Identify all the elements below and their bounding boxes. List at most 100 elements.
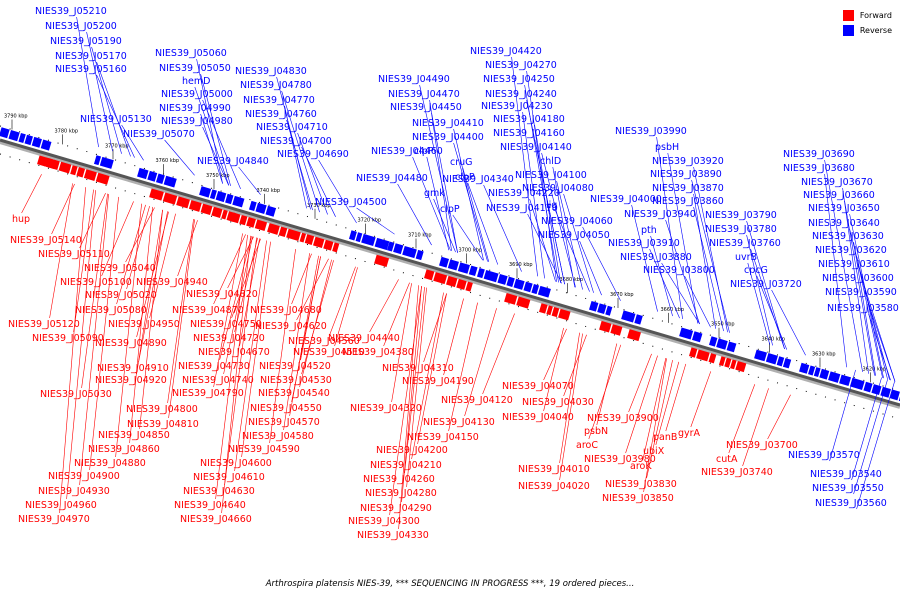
forward-leader-line: [559, 333, 583, 481]
forward-leader-line: [136, 209, 163, 375]
reverse-gene-label: NIES39_J03600: [822, 273, 894, 284]
forward-gene-block: [149, 188, 164, 201]
reverse-leader-line: [667, 152, 699, 324]
forward-gene-label: NIES39_J05040: [84, 263, 156, 274]
forward-gene-label: NIES39_J04550: [250, 403, 322, 414]
forward-gene-label: NIES39_J05030: [40, 389, 112, 400]
reverse-leader-line: [96, 61, 131, 157]
reverse-gene-label: NIES39_J04490: [378, 74, 450, 85]
reverse-gene-label: psbH: [655, 142, 679, 153]
forward-gene-label: NIES39_J03850: [602, 493, 674, 504]
reverse-gene-block: [457, 262, 470, 274]
reverse-gene-label: NIES39_J05160: [55, 64, 127, 75]
reverse-leader-line: [750, 248, 785, 350]
reverse-gene-label: NIES39_J04980: [161, 116, 233, 127]
scale-tick-label: 3750 kbp: [206, 173, 230, 179]
forward-leader-line: [646, 359, 673, 479]
legend-reverse-label: Reverse: [859, 26, 892, 35]
forward-gene-label: NIES39_J04810: [127, 419, 199, 430]
reverse-gene-block: [726, 341, 737, 353]
reverse-gene-label: NIES39_J03780: [705, 224, 777, 235]
reverse-gene-label: chlD: [540, 156, 561, 167]
forward-leader-line: [49, 183, 73, 319]
reverse-gene-block: [156, 173, 165, 184]
reverse-leader-line: [526, 70, 557, 282]
forward-gene-block: [313, 236, 325, 248]
reverse-gene-label: NIES39_J05170: [55, 51, 127, 62]
forward-leader-line: [398, 285, 419, 530]
forward-gene-block: [95, 172, 110, 185]
forward-leader-line: [728, 384, 756, 454]
reverse-leader-line: [356, 207, 395, 235]
reverse-gene-label: cruG: [450, 157, 473, 168]
reverse-leader-line: [429, 99, 452, 252]
reverse-gene-block: [828, 371, 841, 383]
forward-gene-label: NIES39_J04910: [97, 363, 169, 374]
forward-gene-label: NIES39_J04660: [180, 514, 252, 525]
forward-leader-line: [543, 327, 564, 412]
reverse-gene-block: [402, 245, 417, 259]
reverse-leader-line: [121, 124, 144, 161]
forward-leader-line: [101, 201, 134, 277]
forward-gene-label: gyrA: [678, 428, 701, 439]
forward-gene-label: NIES39_J04720: [193, 333, 265, 344]
reverse-leader-line: [286, 119, 313, 211]
forward-gene-label: NIES39_J03900: [587, 413, 659, 424]
reverse-leader-line: [866, 297, 896, 382]
forward-leader-line: [167, 218, 194, 404]
forward-gene-label: NIES39_J04890: [95, 338, 167, 349]
reverse-leader-line: [649, 248, 680, 319]
forward-gene-block: [504, 292, 518, 305]
scale-tick-label: 3670 kbp: [610, 292, 634, 298]
reverse-gene-block: [679, 327, 694, 340]
forward-leader-line: [51, 183, 75, 235]
reverse-gene-label: NIES39_J04220: [488, 188, 560, 199]
forward-gene-label: NIES39_J04010: [518, 464, 590, 475]
forward-gene-block: [286, 228, 301, 241]
reverse-gene-block: [232, 195, 245, 208]
reverse-gene-label: NIES39_J04160: [493, 128, 565, 139]
forward-leader-line: [742, 388, 769, 467]
forward-gene-label: NIES39_J04030: [522, 397, 594, 408]
forward-leader-line: [223, 236, 253, 375]
reverse-leader-line: [746, 234, 773, 346]
forward-gene-label: NIES39_J04380: [342, 347, 414, 358]
forward-gene-block: [724, 357, 732, 368]
forward-leader-line: [21, 174, 42, 214]
reverse-leader-line: [555, 210, 590, 292]
forward-gene-block: [221, 209, 228, 220]
reverse-gene-label: NIES39_J03580: [827, 303, 899, 314]
forward-gene-label: NIES39_J04790: [172, 388, 244, 399]
reverse-gene-label: NIES39_J04500: [315, 197, 387, 208]
forward-gene-block: [162, 192, 178, 205]
reverse-leader-line: [656, 136, 683, 320]
forward-gene-block: [239, 214, 248, 226]
reverse-gene-block: [765, 353, 778, 365]
forward-gene-label: NIES39_J04750: [190, 319, 262, 330]
forward-leader-line: [643, 358, 667, 493]
forward-gene-block: [708, 353, 717, 364]
forward-leader-line: [234, 240, 267, 472]
forward-leader-line: [448, 302, 478, 432]
forward-leader-line: [219, 236, 252, 361]
forward-leader-line: [391, 283, 412, 403]
reverse-gene-label: NIES39_J05000: [161, 89, 233, 100]
reverse-leader-line: [281, 90, 320, 213]
forward-gene-label: NIES39_J04070: [502, 381, 574, 392]
reverse-leader-line: [824, 173, 847, 368]
reverse-gene-label: NIES39_J04700: [260, 136, 332, 147]
forward-gene-label: NIES39_J04570: [248, 417, 320, 428]
forward-leader-line: [299, 259, 332, 388]
forward-gene-label: NIES39_J04860: [88, 444, 160, 455]
reverse-leader-line: [86, 31, 113, 152]
forward-leader-line: [417, 293, 447, 445]
reverse-leader-line: [541, 152, 576, 288]
reverse-gene-block: [506, 276, 515, 288]
forward-leader-line: [404, 286, 425, 474]
reverse-gene-block: [849, 377, 865, 390]
reverse-leader-line: [582, 226, 621, 301]
forward-gene-block: [254, 219, 268, 232]
reverse-gene-block: [483, 269, 499, 283]
reverse-gene-block: [716, 338, 728, 350]
